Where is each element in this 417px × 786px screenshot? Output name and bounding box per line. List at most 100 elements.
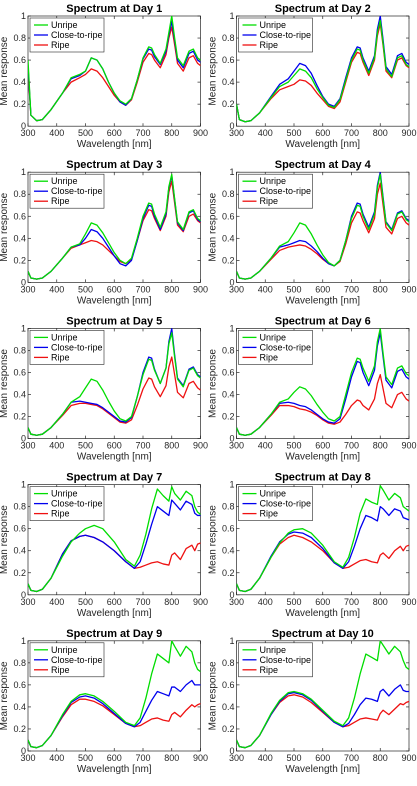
chart-title: Spectrum at Day 3 — [66, 159, 162, 171]
legend-label: Unripe — [260, 20, 287, 30]
y-axis-label: Mean response — [0, 661, 10, 730]
y-axis-label: Mean response — [0, 36, 10, 105]
y-tick-label: 0.6 — [13, 680, 26, 690]
y-tick-label: 0.2 — [13, 568, 26, 578]
x-tick-label: 300 — [20, 128, 35, 138]
x-tick-label: 600 — [315, 753, 330, 763]
y-axis-label: Mean response — [208, 36, 219, 105]
x-tick-label: 900 — [401, 284, 416, 294]
chart-panel-1: Spectrum at Day 1 300 400 500 600 700 800 900 0 0… — [0, 3, 208, 150]
x-tick-label: 400 — [258, 128, 273, 138]
chart-panel-10: Spectrum at Day 10 300 400 500 600 700 800 900 0… — [208, 628, 417, 775]
x-tick-label: 800 — [373, 441, 388, 451]
legend-box — [29, 642, 105, 678]
x-tick-label: 500 — [78, 284, 93, 294]
x-tick-label: 300 — [20, 441, 35, 451]
y-tick-label: 0 — [21, 434, 26, 444]
chart-panel-9: Spectrum at Day 9 300 400 500 600 700 800 900 0 0… — [0, 628, 208, 775]
x-tick-label: 800 — [373, 753, 388, 763]
legend-label: Close-to-ripe — [51, 30, 103, 40]
x-axis-label: Wavelength [nm] — [77, 452, 152, 463]
chart-panel-4: Spectrum at Day 4 300 400 500 600 700 800 900 0 0… — [208, 159, 417, 306]
chart-panel-8: Spectrum at Day 8 300 400 500 600 700 800 900 0 0… — [208, 472, 417, 619]
legend-label: Close-to-ripe — [51, 499, 103, 509]
x-tick-label: 600 — [107, 597, 122, 607]
x-axis-label: Wavelength [nm] — [285, 608, 360, 619]
y-tick-label: 0 — [229, 746, 234, 756]
x-tick-label: 400 — [49, 284, 64, 294]
series-line-unripe — [236, 640, 409, 749]
x-tick-label: 800 — [373, 597, 388, 607]
x-tick-label: 700 — [344, 128, 359, 138]
y-tick-label: 0.6 — [13, 524, 26, 534]
chart-title: Spectrum at Day 10 — [272, 628, 374, 640]
x-tick-label: 600 — [107, 441, 122, 451]
y-tick-label: 0.8 — [222, 33, 235, 43]
legend-label: Ripe — [51, 509, 70, 519]
x-tick-label: 800 — [164, 753, 179, 763]
x-tick-label: 300 — [20, 753, 35, 763]
x-tick-label: 900 — [193, 753, 208, 763]
x-tick-label: 900 — [401, 597, 416, 607]
y-tick-label: 0 — [229, 277, 234, 287]
x-tick-label: 600 — [315, 597, 330, 607]
x-tick-label: 700 — [135, 284, 150, 294]
chart-title: Spectrum at Day 9 — [66, 628, 162, 640]
x-tick-label: 300 — [229, 753, 244, 763]
y-tick-label: 0 — [21, 121, 26, 131]
chart-title: Spectrum at Day 4 — [275, 159, 372, 171]
y-tick-label: 0.6 — [222, 524, 235, 534]
y-tick-label: 0.8 — [222, 189, 235, 199]
x-tick-label: 300 — [229, 284, 244, 294]
legend-label: Unripe — [260, 332, 287, 342]
x-tick-label: 500 — [78, 441, 93, 451]
y-tick-label: 0.8 — [13, 658, 26, 668]
x-tick-label: 400 — [49, 128, 64, 138]
legend-label: Ripe — [260, 509, 279, 519]
y-axis-label: Mean response — [208, 661, 219, 730]
legend-label: Ripe — [260, 665, 279, 675]
x-tick-label: 600 — [315, 128, 330, 138]
y-tick-label: 0.4 — [222, 233, 235, 243]
chart-panel-2: Spectrum at Day 2 300 400 500 600 700 800 900 0 0… — [208, 3, 417, 150]
legend-box — [29, 17, 105, 53]
y-tick-label: 0.4 — [13, 390, 26, 400]
y-tick-label: 1 — [229, 167, 234, 177]
x-axis-label: Wavelength [nm] — [77, 764, 152, 775]
y-tick-label: 0.2 — [13, 412, 26, 422]
legend-label: Unripe — [51, 20, 78, 30]
y-tick-label: 0.4 — [13, 546, 26, 556]
chart-title: Spectrum at Day 7 — [66, 472, 162, 484]
chart-panel-3: Spectrum at Day 3 300 400 500 600 700 800 900 0 0… — [0, 159, 208, 306]
y-axis-label: Mean response — [208, 349, 219, 418]
chart-title: Spectrum at Day 8 — [275, 472, 371, 484]
series-line-ripe — [28, 356, 201, 436]
y-tick-label: 0.8 — [13, 33, 26, 43]
legend-label: Unripe — [51, 332, 78, 342]
x-tick-label: 300 — [229, 441, 244, 451]
legend-label: Close-to-ripe — [260, 342, 312, 352]
y-tick-label: 0.4 — [13, 77, 26, 87]
y-tick-label: 1 — [21, 167, 26, 177]
y-tick-label: 0.2 — [222, 255, 235, 265]
y-tick-label: 0.4 — [222, 77, 235, 87]
y-axis-label: Mean response — [208, 505, 219, 574]
x-tick-label: 500 — [78, 597, 93, 607]
x-axis-label: Wavelength [nm] — [285, 295, 360, 306]
legend-label: Ripe — [51, 40, 70, 50]
y-tick-label: 0.6 — [13, 55, 26, 65]
y-tick-label: 1 — [229, 323, 234, 333]
x-tick-label: 900 — [401, 128, 416, 138]
y-tick-label: 0 — [21, 277, 26, 287]
y-tick-label: 0.2 — [222, 724, 235, 734]
x-tick-label: 400 — [258, 597, 273, 607]
y-tick-label: 1 — [21, 480, 26, 490]
x-tick-label: 400 — [49, 753, 64, 763]
x-tick-label: 900 — [193, 128, 208, 138]
x-tick-label: 800 — [164, 128, 179, 138]
y-tick-label: 1 — [229, 480, 234, 490]
legend-label: Unripe — [51, 176, 78, 186]
y-tick-label: 0.8 — [222, 658, 235, 668]
x-tick-label: 900 — [193, 441, 208, 451]
